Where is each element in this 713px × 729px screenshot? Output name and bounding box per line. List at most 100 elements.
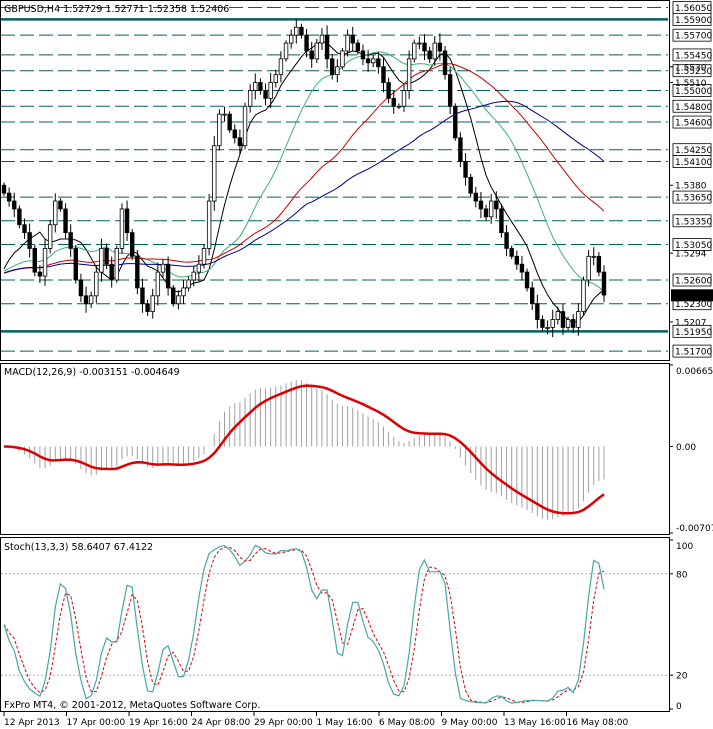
candle-body <box>422 42 427 52</box>
candle-body <box>268 82 273 99</box>
stoch-axis: 100 80 20 0 <box>670 539 693 712</box>
price-tag-box <box>672 273 712 287</box>
candle-body <box>381 66 386 83</box>
price-tag-label: 1.54600 <box>675 119 712 129</box>
candle-body <box>406 58 412 91</box>
candle-body <box>473 192 478 202</box>
candle-body <box>253 82 258 91</box>
stoch-series <box>1 544 668 704</box>
price-tag-box <box>672 238 712 251</box>
candle-body <box>340 50 345 68</box>
candle-body <box>150 295 155 313</box>
candle-body <box>278 58 284 76</box>
candle-body <box>494 200 499 210</box>
time-tick-label: 29 Apr 00:00 <box>254 718 313 728</box>
price-tag-label: 1.54800 <box>675 103 712 113</box>
price-tag-box <box>672 28 712 42</box>
price-tick-label: 1.5380 <box>675 182 707 192</box>
candle-body <box>6 192 12 202</box>
candle-body <box>109 263 114 281</box>
candle-body <box>391 97 396 107</box>
time-tick-label: 19 Apr 16:00 <box>129 718 188 728</box>
candle-body <box>314 42 320 60</box>
stoch-tick-label: 80 <box>676 570 688 580</box>
sma-mid-line <box>3 51 605 292</box>
main-pane[interactable] <box>0 0 670 361</box>
candle-body <box>186 279 191 289</box>
price-tag-label: 1.55900 <box>675 16 712 26</box>
stoch-tick-label: 20 <box>676 672 688 682</box>
candle-body <box>550 319 555 328</box>
sma-longest-line <box>3 100 605 274</box>
time-tick-label: 6 May 08:00 <box>379 718 435 728</box>
candle-body <box>176 295 181 305</box>
price-tag-box <box>672 324 712 338</box>
price-tag-label: 1.55700 <box>675 32 712 42</box>
candle-body <box>376 58 381 68</box>
candle-body <box>437 42 443 52</box>
price-tag-label: 1.55250 <box>675 67 712 77</box>
candle-body <box>258 82 263 91</box>
candle-body <box>1 184 7 194</box>
candle-body <box>591 255 596 258</box>
candle-body <box>488 200 494 218</box>
price-tag-label: 1.54100 <box>675 158 712 168</box>
candle-body <box>217 113 222 147</box>
price-tag-box <box>672 344 712 358</box>
candle-body <box>560 311 566 328</box>
candle-body <box>53 200 58 226</box>
candle-body <box>227 113 232 131</box>
macd-axis: 0.006658 0.00 -0.00707 <box>670 364 713 534</box>
price-tag-label: 1.54250 <box>675 146 712 156</box>
price-tag-box <box>672 12 712 26</box>
candle-body <box>514 255 520 265</box>
candle-body <box>524 271 530 289</box>
price-tag-box <box>672 214 712 228</box>
candle-body <box>324 34 330 60</box>
main-header: GBPUSD,H4 1.52729 1.52771 1.52358 1.5240… <box>4 4 229 15</box>
price-tag-box <box>672 155 712 168</box>
current-price-label: 1.52406 <box>675 292 712 302</box>
candle-body <box>206 200 212 249</box>
stoch-main-line <box>3 544 605 704</box>
price-tag-label: 1.51950 <box>675 328 712 338</box>
candle-body <box>571 319 576 328</box>
candle-body <box>535 303 540 320</box>
candle-body <box>401 90 407 107</box>
price-tag-label: 1.55000 <box>675 87 712 97</box>
price-tag-label: 1.56050 <box>675 4 712 14</box>
candle-body <box>596 255 602 273</box>
price-tick-label: 1.5510 <box>675 79 707 89</box>
price-tag-label: 1.52300 <box>675 300 712 310</box>
candle-body <box>124 208 130 234</box>
candle-body <box>432 42 437 60</box>
macd-pane[interactable] <box>0 363 670 535</box>
candle-body <box>42 248 48 277</box>
time-tick-label: 17 Apr 00:00 <box>67 718 126 728</box>
candle-body <box>396 105 402 108</box>
price-axis: 1.56050 1.55900 1.55700 1.55450 1.55250 1.550… <box>670 1 713 358</box>
time-tick-label: 24 Apr 08:00 <box>192 718 251 728</box>
candle-body <box>360 50 366 60</box>
stoch-header: Stoch(13,3,3) 58.6407 67.4122 <box>4 542 153 553</box>
price-tick-label: 1.5294 <box>675 250 707 260</box>
candle-body <box>504 232 509 249</box>
price-tag-label: 1.55450 <box>675 51 712 61</box>
candle-body <box>355 42 361 52</box>
candle-body <box>12 200 17 210</box>
price-tag-box <box>672 48 712 62</box>
candle-body <box>283 42 289 60</box>
candle-body <box>530 287 535 305</box>
candle-body <box>499 208 504 234</box>
price-tag-box <box>672 99 712 113</box>
stoch-pane[interactable] <box>0 537 670 712</box>
candle-body <box>335 66 340 76</box>
sma-long-line <box>3 63 605 274</box>
candle-body <box>581 279 586 313</box>
candle-body <box>130 232 135 257</box>
copyright: FxPro MT4, © 2001-2012, MetaQuotes Softw… <box>4 700 260 711</box>
price-tick-label: 1.5530 <box>675 63 707 73</box>
price-tag-label: 1.51700 <box>675 348 712 358</box>
candle-body <box>309 50 314 60</box>
